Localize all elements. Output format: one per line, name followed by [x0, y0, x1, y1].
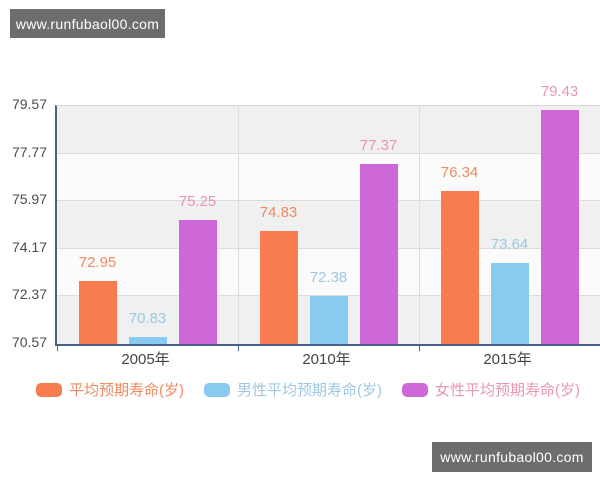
bar[interactable]: 72.38	[309, 269, 348, 344]
bar-group-2015: 76.34 73.64 79.43	[419, 83, 600, 344]
axis-tick	[238, 346, 239, 351]
axis-tick	[419, 346, 420, 351]
bar-value-label: 73.64	[490, 235, 529, 253]
bar-groups: 72.95 70.83 75.25 74.83 72.38 77.37 76.34 73.64…	[57, 83, 600, 344]
vertical-gridline	[419, 106, 420, 344]
bar[interactable]: 77.37	[359, 137, 398, 344]
axis-tick	[57, 346, 58, 351]
legend-swatch-icon	[204, 382, 230, 397]
y-tick-label: 79.57	[11, 96, 47, 112]
legend-label: 平均预期寿命(岁)	[69, 382, 184, 399]
y-tick-label: 70.57	[11, 334, 47, 350]
bar[interactable]: 72.95	[78, 254, 117, 344]
bar-value-label: 75.25	[178, 193, 217, 211]
y-tick-label: 74.17	[11, 238, 47, 255]
bar[interactable]: 76.34	[440, 164, 479, 344]
legend-item[interactable]: 男性平均预期寿命(岁)	[204, 379, 382, 400]
x-tick-label: 2010年	[302, 351, 351, 368]
bar-value-label: 70.83	[128, 310, 167, 328]
legend-item[interactable]: 平均预期寿命(岁)	[36, 379, 184, 400]
x-axis-labels: 2005年 2010年 2015年	[55, 348, 598, 369]
watermark-bottom: www.runfubaol00.com	[432, 442, 592, 472]
legend-label: 男性平均预期寿命(岁)	[237, 382, 382, 399]
legend-swatch-icon	[36, 382, 62, 397]
y-tick-label: 77.77	[11, 143, 47, 160]
watermark-top: www.runfubaol00.com	[10, 9, 165, 38]
legend: 平均预期寿命(岁) 男性平均预期寿命(岁) 女性平均预期寿命(岁)	[28, 379, 588, 400]
bar-value-label: 77.37	[359, 137, 398, 155]
bar-value-label: 72.38	[309, 269, 348, 287]
x-tick-label: 2005年	[121, 351, 170, 368]
grid-band	[57, 106, 600, 154]
bar[interactable]: 74.83	[259, 204, 298, 344]
x-tick-label: 2015年	[483, 351, 532, 368]
watermark-text: www.runfubaol00.com	[15, 15, 160, 32]
y-tick-label: 72.37	[11, 286, 47, 303]
bar-value-label: 76.34	[440, 164, 479, 182]
bar[interactable]: 70.83	[128, 310, 167, 344]
bar-value-label: 72.95	[78, 254, 117, 272]
bar-group-2010: 74.83 72.38 77.37	[238, 106, 419, 344]
watermark-text: www.runfubaol00.com	[440, 449, 584, 465]
bar[interactable]: 73.64	[490, 236, 529, 344]
grid-band	[57, 153, 600, 202]
bar-group-2005: 72.95 70.83 75.25	[57, 106, 238, 344]
vertical-gridline	[238, 106, 239, 344]
legend-swatch-icon	[402, 382, 428, 397]
plot-area: 72.95 70.83 75.25 74.83 72.38 77.37 76.34 73.64…	[55, 83, 600, 351]
legend-label: 女性平均预期寿命(岁)	[435, 382, 580, 399]
bar[interactable]: 79.43	[540, 83, 579, 344]
y-axis-labels: 70.57 72.37 74.17 75.97 77.77 79.57	[0, 96, 50, 350]
bar-value-label: 74.83	[259, 204, 298, 222]
bar-value-label: 79.43	[540, 82, 579, 100]
legend-item[interactable]: 女性平均预期寿命(岁)	[402, 379, 580, 400]
grid-band	[57, 201, 600, 249]
bar[interactable]: 75.25	[178, 193, 217, 344]
y-tick-label: 75.97	[11, 191, 47, 208]
